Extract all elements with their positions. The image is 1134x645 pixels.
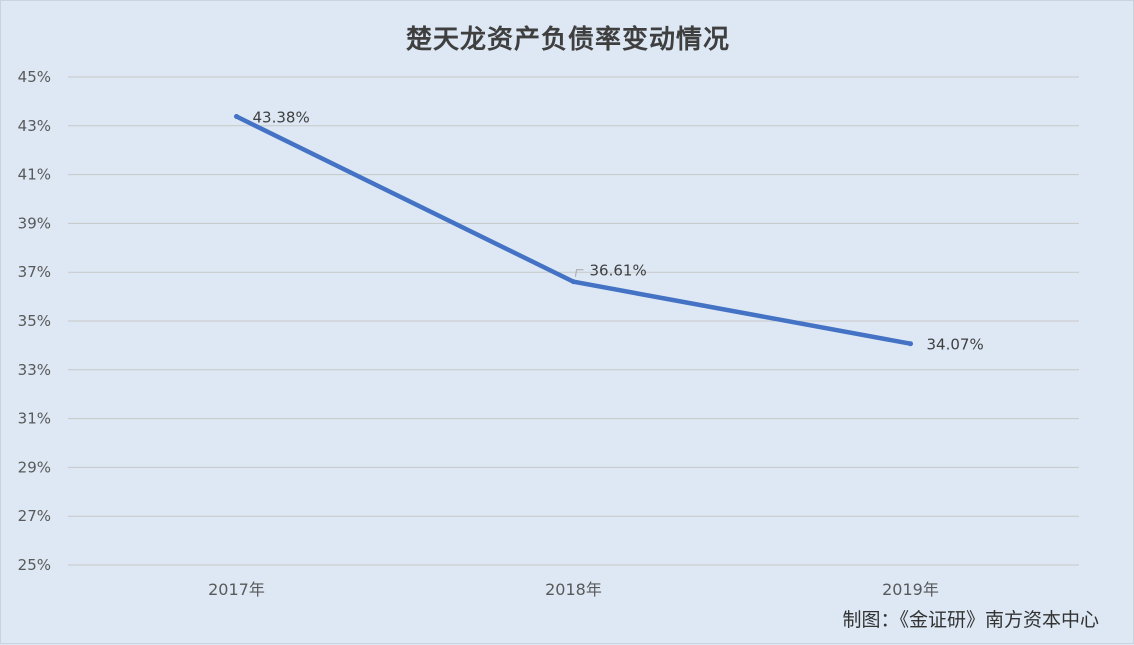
data-point [908, 341, 913, 347]
y-tick-label: 35% [18, 312, 51, 330]
x-tick-label: 2017年 [208, 580, 265, 599]
y-tick-label: 41% [18, 166, 51, 184]
series-line [234, 114, 913, 346]
chart-credit: 制图：《金证研》南方资本中心 [842, 609, 1099, 631]
y-tick-label: 31% [18, 410, 51, 428]
y-tick-label: 43% [18, 117, 51, 135]
y-tick-label: 39% [18, 214, 51, 232]
y-tick-label: 33% [18, 361, 51, 379]
data-label: 43.38% [253, 109, 310, 127]
y-tick-label: 29% [18, 458, 51, 476]
chart-title: 楚天龙资产负债率变动情况 [405, 25, 730, 55]
x-tick-label: 2019年 [882, 580, 939, 599]
y-tick-label: 37% [18, 263, 51, 281]
x-tick-label: 2018年 [545, 580, 602, 599]
y-tick-label: 45% [18, 68, 51, 86]
data-point [571, 279, 576, 285]
data-point [234, 114, 239, 120]
y-tick-label: 27% [18, 507, 51, 525]
data-label: 34.07% [927, 336, 984, 354]
data-label: 36.61% [590, 262, 647, 280]
data-label-leader [575, 269, 584, 277]
y-tick-label: 25% [18, 556, 51, 574]
